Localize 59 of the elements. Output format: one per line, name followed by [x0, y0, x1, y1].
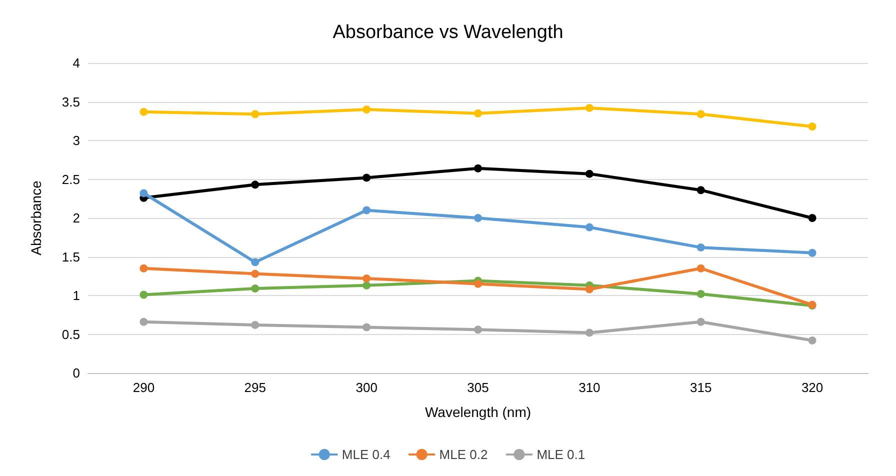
point — [251, 258, 260, 266]
x-tick-label: 295 — [244, 380, 266, 395]
point — [251, 180, 260, 189]
x-tick-label: 305 — [467, 380, 489, 395]
y-tick-label: 1.5 — [62, 249, 80, 264]
point — [585, 104, 594, 112]
point — [585, 328, 594, 337]
point — [696, 186, 705, 194]
point — [474, 109, 482, 118]
point — [808, 336, 816, 344]
point — [362, 174, 371, 182]
point — [808, 248, 816, 257]
point — [362, 106, 371, 114]
point — [140, 318, 148, 326]
x-axis-title: Wavelength (nm) — [424, 404, 532, 420]
y-tick-label: 1 — [72, 288, 80, 303]
point — [585, 223, 594, 232]
point — [808, 122, 816, 131]
point — [474, 214, 482, 222]
chart-title: Absorbance vs Wavelength — [332, 22, 564, 43]
point — [696, 264, 705, 272]
x-tick-label: 300 — [356, 380, 378, 395]
y-tick-label: 4 — [72, 56, 80, 70]
point — [585, 170, 594, 178]
point — [362, 281, 371, 290]
point — [362, 323, 371, 332]
x-tick-label: 290 — [132, 380, 155, 395]
point — [474, 164, 482, 172]
point — [140, 108, 148, 116]
y-tick-label: 0 — [72, 366, 80, 380]
point — [251, 110, 260, 118]
point — [140, 290, 148, 299]
x-tick-label: 315 — [690, 380, 712, 395]
point — [251, 284, 260, 293]
y-tick-label: 3 — [72, 133, 80, 148]
x-tick-label: 320 — [801, 380, 824, 395]
point — [140, 189, 148, 198]
point — [696, 243, 705, 252]
legend-label: MLE 0.1 — [536, 447, 586, 462]
point — [362, 274, 371, 282]
y-tick-label: 3.5 — [62, 94, 80, 110]
point — [696, 110, 705, 118]
point — [140, 264, 148, 272]
point — [251, 320, 260, 329]
y-tick-label: 2.5 — [62, 172, 80, 187]
x-tick-label: 310 — [578, 380, 600, 395]
point — [362, 206, 371, 214]
point — [808, 214, 816, 222]
legend-label: MLE 0.4 — [342, 447, 390, 462]
point — [474, 326, 482, 334]
point — [585, 285, 594, 294]
y-axis-title: Absorbance — [28, 180, 44, 256]
point — [696, 290, 705, 298]
y-tick-label: 2 — [72, 210, 80, 226]
point — [251, 270, 260, 278]
y-tick-label: 0.5 — [62, 326, 80, 342]
point — [474, 280, 482, 288]
legend-label: MLE 0.2 — [439, 447, 488, 462]
point — [696, 318, 705, 326]
